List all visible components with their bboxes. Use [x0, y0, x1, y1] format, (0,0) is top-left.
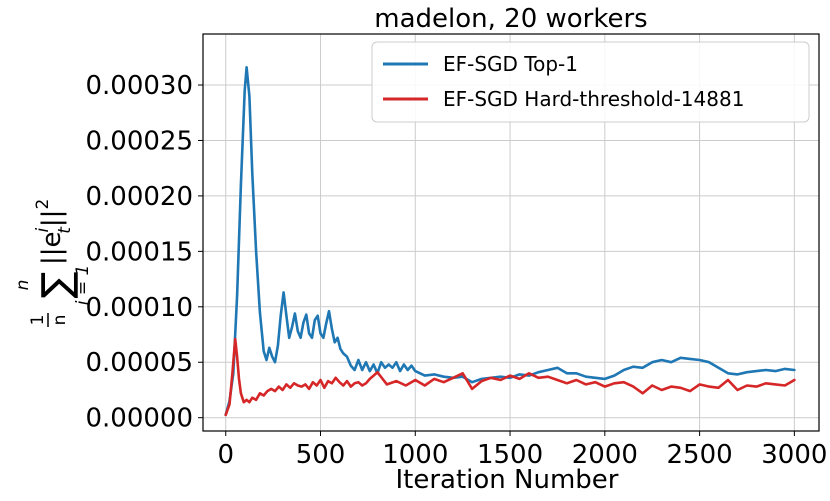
x-tick-labels: 0 500 1000 1500 2000 2500 3000	[217, 431, 827, 470]
y-tick-labels: 0.00000 0.00005 0.00010 0.00015 0.00020 0.000…	[85, 71, 203, 434]
y-label-sum-top: n	[13, 280, 33, 291]
y-label-sum-bottom: i = 1	[73, 265, 93, 306]
x-tick-label: 0	[217, 440, 234, 470]
x-tick-label: 500	[296, 440, 346, 470]
y-label-term-sub: t	[55, 226, 75, 234]
y-label-frac-num: 1	[28, 315, 48, 326]
x-tick-label: 2000	[572, 440, 638, 470]
series-line-hard-threshold	[224, 337, 796, 417]
y-tick-label: 0.00000	[85, 404, 193, 434]
y-label-sum-symbol: ∑	[34, 271, 80, 298]
y-label-frac-den: n	[50, 315, 70, 326]
x-tick-label: 3000	[761, 440, 827, 470]
legend-label-top1: EF-SGD Top-1	[443, 52, 578, 76]
y-label-term-square: 2	[33, 199, 53, 210]
series-lines	[224, 66, 796, 417]
y-tick-label: 0.00010	[85, 293, 193, 323]
legend: EF-SGD Top-1 EF-SGD Hard-threshold-14881	[371, 41, 810, 123]
y-axis-label: 1 n n ∑ i = 1 ||ei t||2	[13, 199, 93, 327]
x-tick-label: 1000	[382, 440, 448, 470]
plot-frame	[202, 33, 820, 432]
y-label-term-sup: i	[33, 227, 53, 232]
x-axis-label: Iteration Number	[396, 465, 619, 495]
y-tick-label: 0.00025	[85, 126, 193, 156]
y-tick-label: 0.00015	[85, 237, 193, 267]
y-label-term-open: ||e	[37, 231, 67, 265]
chart-title: madelon, 20 workers	[374, 4, 647, 34]
y-label-term-close: ||	[37, 210, 67, 228]
legend-label-hard-threshold: EF-SGD Hard-threshold-14881	[443, 87, 744, 111]
y-label-term: ||ei t||2	[33, 199, 75, 265]
x-tick-label: 1500	[477, 440, 543, 470]
y-tick-label: 0.00020	[85, 182, 193, 212]
x-tick-label: 2500	[667, 440, 733, 470]
legend-box	[371, 41, 810, 123]
series-line-top1	[224, 66, 796, 417]
y-tick-label: 0.00030	[85, 71, 193, 101]
y-tick-label: 0.00005	[85, 348, 193, 378]
